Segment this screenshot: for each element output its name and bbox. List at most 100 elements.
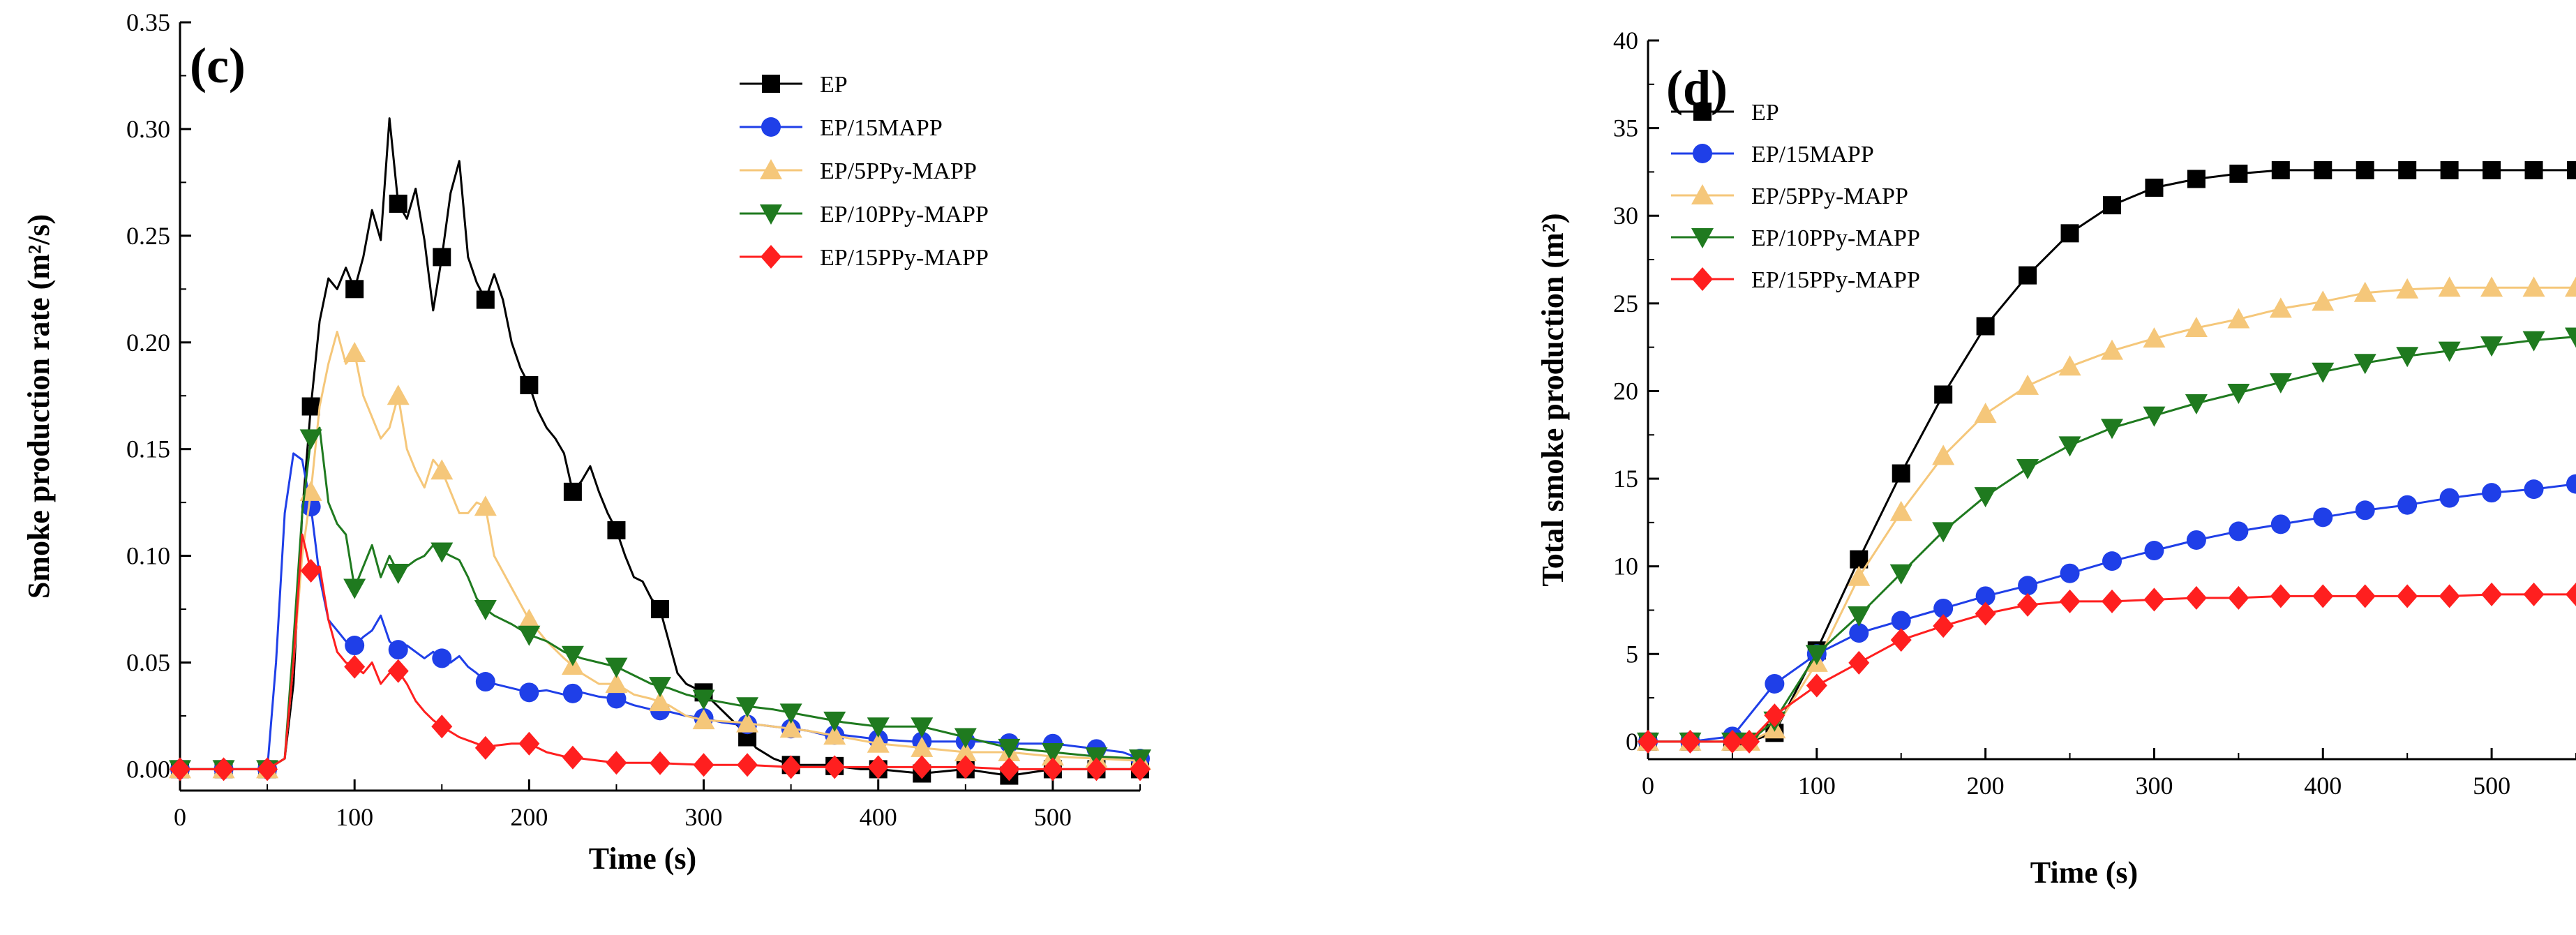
x-tick-label: 500 — [1034, 803, 1072, 831]
marker-ep-10ppy-mapp-8 — [1932, 522, 1955, 543]
marker-ep-15mapp-16 — [2313, 507, 2333, 528]
marker-ep-15ppy-mapp-15 — [2228, 585, 2249, 610]
marker-ep-15ppy-mapp-22 — [2523, 582, 2545, 606]
y-tick-label: 40 — [1613, 27, 1638, 54]
marker-ep-10 — [2060, 224, 2079, 243]
marker-ep-5ppy-mapp-12 — [2101, 339, 2123, 360]
marker-ep-15ppy-mapp-3 — [1739, 729, 1760, 754]
marker-ep-5ppy-mapp-10 — [605, 673, 628, 694]
marker-legend-ep-15ppy-mapp-0 — [1692, 267, 1713, 291]
marker-ep-10ppy-mapp-7 — [474, 600, 497, 621]
y-tick-label: 25 — [1613, 290, 1638, 317]
marker-ep-15ppy-mapp-7 — [1890, 628, 1912, 652]
marker-ep-15mapp-8 — [1975, 586, 1995, 606]
marker-ep-18 — [2398, 160, 2417, 179]
x-tick-label: 300 — [685, 803, 723, 831]
marker-ep-10ppy-mapp-12 — [692, 689, 715, 710]
series-ep-10ppy-mapp — [169, 426, 1151, 781]
marker-ep-15ppy-mapp-12 — [693, 753, 714, 777]
line-ep-15ppy-mapp — [180, 533, 1140, 770]
x-axis-title: Time (s) — [589, 842, 696, 876]
marker-ep-5ppy-mapp-16 — [2269, 297, 2292, 318]
marker-ep-15ppy-mapp-10 — [606, 751, 627, 775]
legend-label: EP/15MAPP — [1751, 142, 1874, 167]
marker-ep-15ppy-mapp-5 — [1806, 673, 1827, 698]
panel-c-smoke-production-rate: 0.00 0.05 0.10 0.15 0.20 0.25 0.30 0.35 0 100 200 3… — [22, 8, 1151, 876]
marker-ep-15ppy-mapp-6 — [1848, 650, 1870, 675]
marker-ep-15ppy-mapp-2 — [257, 757, 278, 781]
legend-label: EP — [1751, 100, 1779, 126]
marker-ep-15mapp-9 — [562, 683, 583, 703]
y-tick-label: 10 — [1613, 553, 1638, 581]
marker-ep-10ppy-mapp-18 — [954, 728, 977, 749]
marker-ep-15ppy-mapp-8 — [518, 731, 540, 756]
y-tick-label: 5 — [1626, 640, 1638, 668]
series-ep-5ppy-mapp — [1637, 276, 2576, 751]
x-tick-label: 0 — [1642, 772, 1654, 800]
legend-label: EP/10PPy-MAPP — [1751, 225, 1920, 251]
marker-ep-13 — [2187, 170, 2206, 188]
legend-item-ep: EP — [740, 72, 848, 98]
marker-ep-15mapp-18 — [2397, 495, 2418, 515]
marker-ep-15ppy-mapp-17 — [2312, 584, 2334, 608]
marker-ep-5ppy-mapp-17 — [2312, 290, 2335, 311]
marker-ep-12 — [2145, 179, 2164, 197]
marker-ep-10ppy-mapp-14 — [779, 703, 802, 724]
legend-label: EP/10PPy-MAPP — [820, 202, 989, 227]
marker-ep-15ppy-mapp-22 — [1130, 757, 1151, 781]
marker-ep-10ppy-mapp-11 — [649, 677, 671, 698]
legend-item-ep-10ppy-mapp: EP/10PPy-MAPP — [1671, 225, 1920, 251]
marker-ep-15mapp-5 — [1849, 623, 1869, 643]
marker-ep-10ppy-mapp-3 — [299, 429, 322, 450]
marker-ep-15ppy-mapp-15 — [824, 755, 846, 779]
marker-ep-5ppy-mapp-23 — [2565, 276, 2576, 297]
marker-ep-9 — [563, 482, 582, 501]
marker-ep-15ppy-mapp-14 — [780, 755, 802, 779]
marker-ep-15ppy-mapp-8 — [1933, 614, 1954, 638]
y-axis-title: Total smoke production (m²) — [1536, 213, 1570, 586]
marker-ep-3 — [301, 397, 320, 416]
marker-ep-15ppy-mapp-21 — [1086, 757, 1107, 781]
marker-ep-10ppy-mapp-18 — [2353, 354, 2376, 375]
marker-ep-11 — [2103, 196, 2121, 215]
marker-ep-15mapp-5 — [388, 640, 408, 660]
marker-ep-15ppy-mapp-0 — [1638, 729, 1658, 754]
marker-ep-15mapp-4 — [345, 636, 365, 656]
marker-legend-ep-15mapp-0 — [1693, 144, 1712, 163]
marker-ep-5ppy-mapp-20 — [2438, 276, 2461, 297]
marker-ep-15mapp-12 — [2144, 541, 2164, 561]
marker-ep-5ppy-mapp-18 — [2353, 281, 2376, 302]
marker-ep-10ppy-mapp-19 — [998, 738, 1021, 759]
x-tick-label: 400 — [2304, 772, 2342, 800]
marker-ep-5ppy-mapp-5 — [387, 384, 410, 405]
marker-ep-15ppy-mapp-5 — [387, 659, 409, 683]
series-ep-15ppy-mapp — [1638, 582, 2576, 754]
marker-ep-15mapp-7 — [1933, 598, 1954, 618]
marker-ep-10ppy-mapp-22 — [2522, 331, 2545, 352]
marker-ep-15ppy-mapp-9 — [562, 745, 583, 770]
marker-ep-5ppy-mapp-15 — [823, 724, 846, 745]
marker-ep-5 — [389, 194, 407, 213]
y-tick-label: 0.35 — [126, 8, 170, 36]
marker-ep-5ppy-mapp-13 — [736, 712, 759, 733]
marker-ep-15mapp-6 — [1891, 611, 1911, 631]
marker-ep-10ppy-mapp-20 — [2438, 341, 2461, 362]
marker-ep-10ppy-mapp-5 — [1805, 645, 1828, 666]
marker-ep-15mapp-21 — [2524, 479, 2544, 500]
marker-ep-15ppy-mapp-11 — [650, 751, 671, 775]
line-ep-10ppy-mapp — [1648, 336, 2576, 743]
marker-ep-17 — [2356, 160, 2374, 179]
marker-ep-5ppy-mapp-12 — [692, 709, 715, 730]
marker-ep-15mapp-10 — [2060, 563, 2080, 583]
marker-ep-5ppy-mapp-7 — [474, 495, 497, 516]
marker-ep-15mapp-19 — [2439, 488, 2459, 508]
marker-ep-5ppy-mapp-8 — [1932, 444, 1955, 465]
marker-legend-ep-5ppy-mapp-0 — [760, 159, 782, 179]
marker-ep-15mapp-3 — [1765, 673, 1785, 694]
marker-ep-15ppy-mapp-18 — [954, 755, 976, 779]
marker-ep-10ppy-mapp-23 — [2565, 327, 2576, 348]
marker-ep-10ppy-mapp-13 — [736, 697, 759, 718]
marker-ep-15ppy-mapp-19 — [998, 757, 1020, 781]
marker-ep-15ppy-mapp-23 — [2566, 582, 2576, 606]
